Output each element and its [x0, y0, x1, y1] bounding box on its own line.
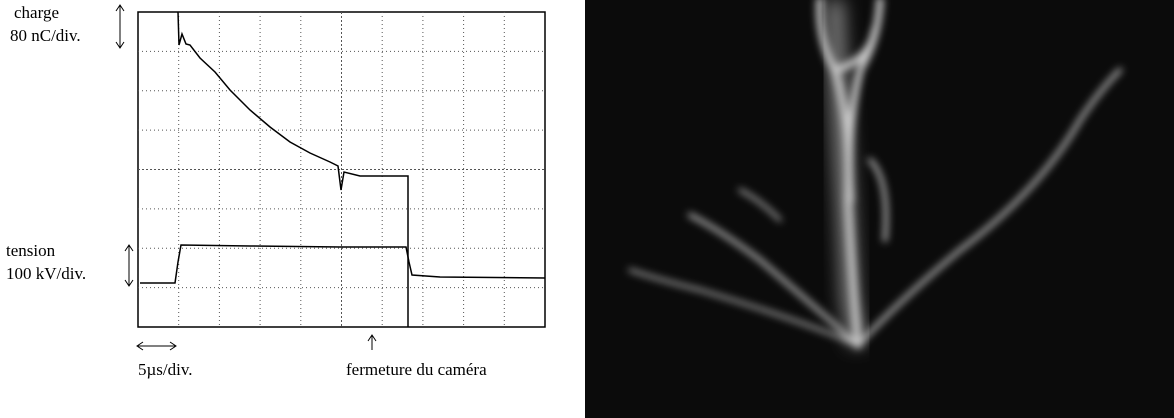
tension-trace — [140, 244, 546, 284]
shutter-label: fermeture du caméra — [346, 360, 487, 379]
charge-trace — [177, 11, 409, 327]
time-scale: 5µs/div. — [138, 360, 193, 379]
scope-grid — [138, 12, 545, 327]
tension-label: tension — [6, 241, 56, 260]
charge-scale: 80 nC/div. — [10, 26, 81, 45]
tension-scale: 100 kV/div. — [6, 264, 86, 283]
oscilloscope — [137, 11, 546, 328]
charge-label: charge — [14, 3, 59, 22]
discharge-photo — [585, 0, 1174, 418]
scale-arrows — [115, 4, 377, 351]
